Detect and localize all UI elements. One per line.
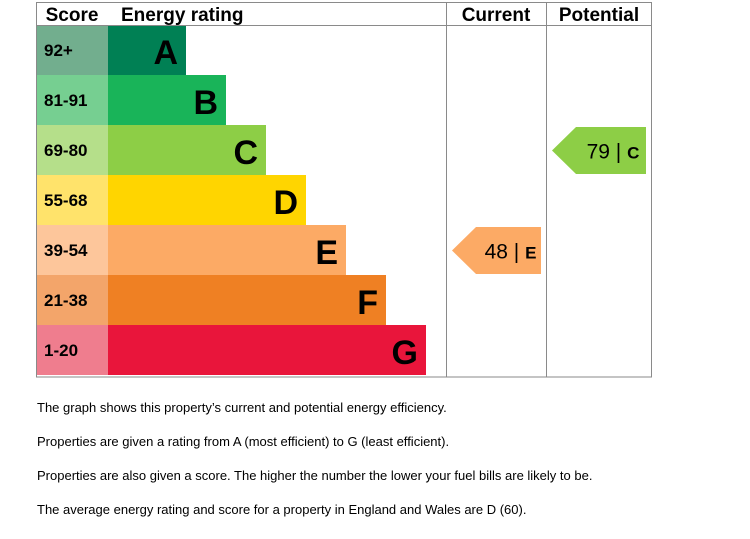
band-letter-e: E [315, 234, 338, 272]
band-bar-c [108, 125, 266, 175]
score-range-a: 92+ [44, 41, 73, 60]
band-letter-b: B [193, 84, 218, 122]
band-letter-c: C [233, 134, 258, 172]
band-letter-d: D [273, 184, 298, 222]
current-rating-arrow [452, 227, 541, 274]
energy-rating-chart: Score Energy rating Current Potential 92+ A 8… [36, 2, 652, 378]
score-range-b: 81-91 [44, 91, 87, 110]
potential-rating-label: 79 | C [587, 141, 640, 164]
note-current-potential: The graph shows this property’s current … [37, 400, 447, 415]
band-bar-d [108, 175, 306, 225]
current-score-value: 48 | [485, 241, 525, 264]
chart-header: Score Energy rating Current Potential [46, 5, 640, 26]
rating-arrows: 48 | E 79 | C [452, 127, 646, 274]
header-energy-rating: Energy rating [121, 5, 243, 26]
chart-border [36, 2, 652, 378]
score-cell-g [36, 325, 108, 375]
note-rating-scale: Properties are given a rating from A (mo… [37, 434, 450, 449]
band-bar-e [108, 225, 346, 275]
note-average-rating: The average energy rating and score for … [37, 502, 527, 517]
current-band-letter: E [525, 244, 536, 263]
band-bar-g [108, 325, 426, 375]
band-letter-f: F [357, 284, 378, 322]
score-cell-b [36, 75, 108, 125]
score-range-d: 55-68 [44, 191, 87, 210]
score-cell-e [36, 225, 108, 275]
chart-grid [36, 2, 652, 378]
band-bar-a [108, 25, 186, 75]
band-bar-b [108, 75, 226, 125]
header-current: Current [462, 5, 531, 26]
score-cell-a [36, 25, 108, 75]
band-bar-f [108, 275, 386, 325]
header-score: Score [46, 5, 99, 26]
score-cell-f [36, 275, 108, 325]
score-range-c: 69-80 [44, 141, 87, 160]
potential-score-value: 79 | [587, 141, 627, 164]
header-potential: Potential [559, 5, 639, 26]
score-range-g: 1-20 [44, 341, 78, 360]
band-letter-a: A [153, 34, 178, 72]
potential-rating-arrow [552, 127, 646, 174]
band-letter-g: G [392, 334, 418, 372]
score-range-f: 21-38 [44, 291, 87, 310]
potential-band-letter: C [627, 144, 639, 163]
rating-bands: 92+ A 81-91 B 69-80 C 55-68 D 39-54 E 21-38 F 1-20 G [36, 25, 426, 375]
note-score-fuel-bills: Properties are also given a score. The h… [37, 468, 593, 483]
score-range-e: 39-54 [44, 241, 88, 260]
current-rating-label: 48 | E [485, 241, 537, 264]
score-cell-d [36, 175, 108, 225]
score-cell-c [36, 125, 108, 175]
